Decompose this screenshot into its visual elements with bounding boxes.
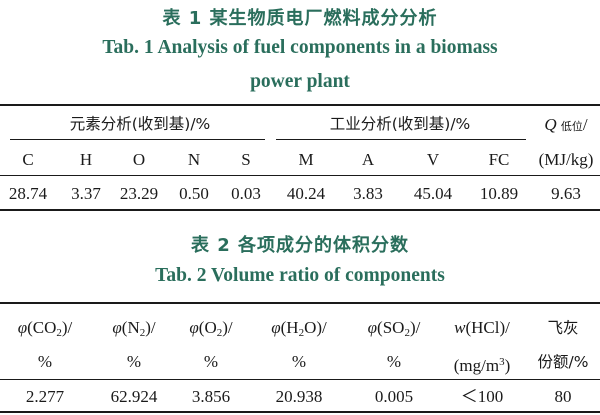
table1-col-o: O: [132, 150, 146, 169]
table2-bottom-rule: [0, 411, 600, 413]
table1-cell: 23.29: [119, 184, 159, 203]
table2-unit-o2: %: [203, 352, 219, 371]
q-symbol: Q: [544, 115, 557, 134]
table2-unit-so2: %: [386, 352, 402, 371]
table1-col-a: A: [361, 150, 375, 169]
table2-unit-h2o: %: [291, 352, 307, 371]
table2-cell: 3.856: [191, 387, 231, 406]
table1-col-n: N: [187, 150, 201, 169]
table1-group-industrial: 工业分析(收到基)/%: [329, 115, 471, 133]
table2-header-co2: φ(CO2)/: [17, 318, 73, 339]
table2-cell: 2.277: [25, 387, 65, 406]
table2-caption-zh: 表 2 各项成分的体积分数: [190, 235, 410, 256]
table2-header-hcl: w(HCl)/: [454, 318, 510, 337]
table1-col-v: V: [426, 150, 440, 169]
q-subscript: 低位: [560, 120, 583, 133]
table2-cell: 20.938: [275, 387, 323, 406]
table1-mid-rule: [0, 175, 600, 176]
table2-header-h2o: φ(H2O)/: [271, 318, 327, 339]
table2-unit-co2: %: [37, 352, 53, 371]
table2-header-fly-ash: 飞灰: [547, 319, 579, 337]
table1-group-elemental: 元素分析(收到基)/%: [69, 115, 211, 133]
table1-caption-en-line1: Tab. 1 Analysis of fuel components in a …: [102, 37, 498, 58]
table2-unit-hcl: (mg/m3): [453, 356, 511, 375]
table1-group-rule-industrial: [276, 139, 526, 140]
table2-unit-n2: %: [126, 352, 142, 371]
table1-cell: 3.37: [71, 184, 101, 203]
table1-cell: 10.89: [479, 184, 519, 203]
table1-caption-en-line2: power plant: [250, 71, 350, 92]
table1-cell: 45.04: [413, 184, 453, 203]
table2-caption-en: Tab. 2 Volume ratio of components: [155, 265, 445, 286]
table2-cell: 0.005: [374, 387, 414, 406]
q-slash: /: [582, 115, 588, 134]
table1-col-fc: FC: [488, 150, 510, 169]
table1-col-c: C: [22, 150, 34, 169]
table1-group-rule-elemental: [10, 139, 265, 140]
table2-cell: ＜100: [460, 387, 504, 406]
table1-caption-zh: 表 1 某生物质电厂燃料成分分析: [162, 8, 438, 29]
table1-q-header: Q 低位/: [544, 115, 587, 137]
table2-cell: 80: [554, 387, 572, 406]
table1-cell: 28.74: [8, 184, 48, 203]
table1-cell: 0.03: [231, 184, 261, 203]
table1-col-h: H: [79, 150, 93, 169]
table2-header-o2: φ(O2)/: [189, 318, 233, 339]
table1-cell: 0.50: [179, 184, 209, 203]
table1-col-m: M: [298, 150, 314, 169]
table2-header-so2: φ(SO2)/: [367, 318, 421, 339]
table2-top-rule: [0, 302, 600, 304]
table1-top-rule: [0, 104, 600, 106]
table1-bottom-rule: [0, 209, 600, 211]
table1-col-q-unit: (MJ/kg): [538, 150, 594, 169]
table1-cell: 3.83: [353, 184, 383, 203]
table1-cell: 9.63: [551, 184, 581, 203]
table2-mid-rule: [0, 379, 600, 380]
table1-col-s: S: [241, 150, 251, 169]
table1-cell: 40.24: [286, 184, 326, 203]
table2-header-n2: φ(N2)/: [112, 318, 156, 339]
table2-cell: 62.924: [110, 387, 158, 406]
table2-unit-fly-ash: 份额/%: [537, 353, 589, 371]
